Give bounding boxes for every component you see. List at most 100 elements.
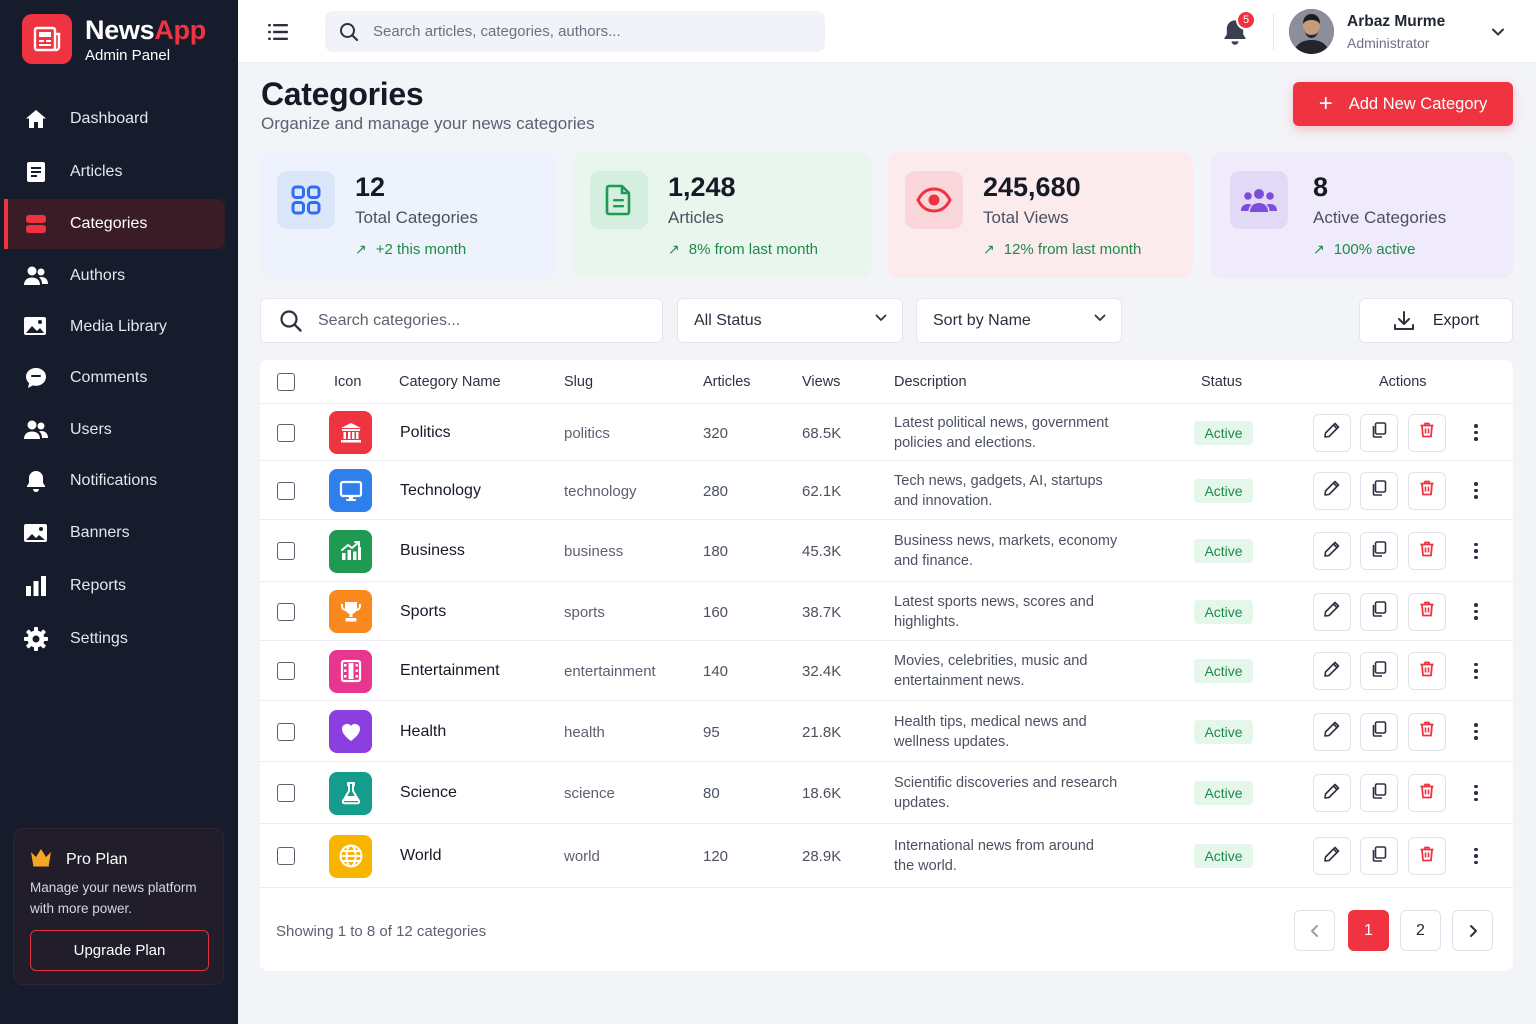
- sidebar-item-banners[interactable]: Banners: [4, 508, 225, 558]
- column-header-views[interactable]: Views: [802, 374, 841, 390]
- row-checkbox[interactable]: [277, 423, 295, 442]
- delete-button[interactable]: [1408, 413, 1446, 452]
- category-name[interactable]: Business: [400, 542, 465, 559]
- duplicate-button[interactable]: [1360, 532, 1398, 570]
- sidebar-item-users[interactable]: Users: [4, 405, 225, 455]
- brand[interactable]: NewsApp Admin Panel: [22, 14, 206, 64]
- duplicate-button[interactable]: [1360, 413, 1398, 452]
- sidebar-item-notifications[interactable]: Notifications: [4, 456, 225, 506]
- column-header-slug[interactable]: Slug: [564, 374, 594, 390]
- more-options-icon[interactable]: [1469, 539, 1483, 563]
- column-header-articles[interactable]: Articles: [703, 374, 751, 390]
- delete-button[interactable]: [1408, 712, 1446, 751]
- delete-button[interactable]: [1408, 837, 1446, 875]
- row-checkbox[interactable]: [277, 542, 295, 560]
- more-options-icon[interactable]: [1469, 720, 1483, 744]
- table-row[interactable]: Science science 80 18.6K Scientific discover…: [260, 762, 1513, 824]
- export-button[interactable]: Export: [1359, 298, 1513, 343]
- row-checkbox[interactable]: [277, 481, 295, 500]
- chevron-down-icon[interactable]: [1490, 24, 1506, 40]
- pagination-next-button[interactable]: [1452, 910, 1493, 951]
- menu-icon[interactable]: [266, 20, 290, 44]
- sidebar-item-settings[interactable]: Settings: [4, 614, 225, 664]
- edit-button[interactable]: [1313, 712, 1351, 751]
- duplicate-button[interactable]: [1360, 652, 1398, 690]
- table-row[interactable]: Health health 95 21.8K Health tips, medical …: [260, 701, 1513, 762]
- sidebar-item-comments[interactable]: Comments: [4, 353, 225, 403]
- row-checkbox[interactable]: [277, 847, 295, 865]
- column-header-name[interactable]: Category Name: [399, 374, 501, 390]
- row-checkbox[interactable]: [277, 662, 295, 680]
- pagination-prev-button[interactable]: [1294, 910, 1335, 951]
- user-name[interactable]: Arbaz Murme: [1347, 13, 1446, 30]
- document-icon: [23, 159, 49, 185]
- category-search-input[interactable]: [318, 311, 638, 330]
- category-name[interactable]: Technology: [400, 481, 481, 499]
- delete-button[interactable]: [1408, 774, 1446, 812]
- stat-value: 8: [1313, 172, 1329, 202]
- duplicate-button[interactable]: [1360, 837, 1398, 875]
- edit-button[interactable]: [1313, 652, 1351, 690]
- sidebar-item-dashboard[interactable]: Dashboard: [4, 94, 225, 144]
- delete-button[interactable]: [1408, 471, 1446, 510]
- file-icon: [590, 171, 648, 229]
- pagination-page-1[interactable]: 1: [1348, 910, 1389, 951]
- category-name[interactable]: Health: [400, 722, 447, 740]
- status-badge: Active: [1194, 659, 1253, 683]
- row-checkbox[interactable]: [277, 722, 295, 741]
- category-name[interactable]: Politics: [400, 423, 451, 441]
- more-options-icon[interactable]: [1469, 781, 1483, 805]
- row-checkbox[interactable]: [277, 602, 295, 621]
- delete-button[interactable]: [1408, 652, 1446, 690]
- edit-button[interactable]: [1313, 532, 1351, 570]
- category-name[interactable]: Sports: [400, 602, 447, 620]
- upgrade-plan-button[interactable]: Upgrade Plan: [30, 930, 209, 971]
- duplicate-button[interactable]: [1360, 471, 1398, 510]
- sort-select[interactable]: Sort by Name: [916, 298, 1122, 343]
- table-row[interactable]: Politics politics 320 68.5K Latest political…: [260, 404, 1513, 461]
- pagination-page-2[interactable]: 2: [1400, 910, 1441, 951]
- edit-button[interactable]: [1313, 471, 1351, 510]
- add-new-category-button[interactable]: + Add New Category: [1293, 82, 1513, 126]
- table-row[interactable]: Business business 180 45.3K Business news, m…: [260, 520, 1513, 582]
- table-row[interactable]: World world 120 28.9K International news fro…: [260, 824, 1513, 888]
- duplicate-button[interactable]: [1360, 592, 1398, 631]
- edit-button[interactable]: [1313, 837, 1351, 875]
- sidebar-item-reports[interactable]: Reports: [4, 561, 225, 611]
- status-filter-select[interactable]: All Status: [677, 298, 903, 343]
- table-row[interactable]: Entertainment entertainment 140 32.4K Movies…: [260, 641, 1513, 701]
- duplicate-button[interactable]: [1360, 712, 1398, 751]
- user-avatar[interactable]: [1289, 9, 1334, 54]
- category-articles-count: 180: [703, 543, 729, 560]
- sidebar-item-media-library[interactable]: Media Library: [4, 302, 225, 352]
- category-name[interactable]: Entertainment: [400, 662, 500, 679]
- table-row[interactable]: Technology technology 280 62.1K Tech news, g…: [260, 461, 1513, 520]
- select-all-checkbox[interactable]: [277, 373, 295, 391]
- more-options-icon[interactable]: [1469, 844, 1483, 868]
- duplicate-button[interactable]: [1360, 774, 1398, 812]
- row-checkbox[interactable]: [277, 784, 295, 802]
- more-options-icon[interactable]: [1469, 659, 1483, 683]
- category-name[interactable]: Science: [400, 784, 457, 801]
- edit-button[interactable]: [1313, 413, 1351, 452]
- column-header-status[interactable]: Status: [1201, 374, 1243, 390]
- more-options-icon[interactable]: [1469, 421, 1483, 445]
- more-options-icon[interactable]: [1469, 600, 1483, 624]
- more-options-icon[interactable]: [1469, 479, 1483, 503]
- table-row[interactable]: Sports sports 160 38.7K Latest sports news, …: [260, 582, 1513, 641]
- delete-button[interactable]: [1408, 532, 1446, 570]
- stat-label: Total Views: [983, 208, 1069, 227]
- category-name[interactable]: World: [400, 847, 442, 864]
- category-views-count: 62.1K: [802, 482, 842, 500]
- category-views-count: 45.3K: [802, 543, 842, 560]
- edit-button[interactable]: [1313, 592, 1351, 631]
- edit-button[interactable]: [1313, 774, 1351, 812]
- delete-button[interactable]: [1408, 592, 1446, 631]
- trash-icon: [1418, 421, 1436, 444]
- sidebar-item-label: Comments: [70, 369, 148, 386]
- sidebar-item-articles[interactable]: Articles: [4, 147, 225, 197]
- sidebar-item-authors[interactable]: Authors: [4, 251, 225, 301]
- global-search-input[interactable]: [373, 23, 793, 40]
- stat-card-articles: 1,248 Articles ↗ 8% from last month: [573, 152, 871, 278]
- sidebar-item-categories[interactable]: Categories: [4, 199, 225, 249]
